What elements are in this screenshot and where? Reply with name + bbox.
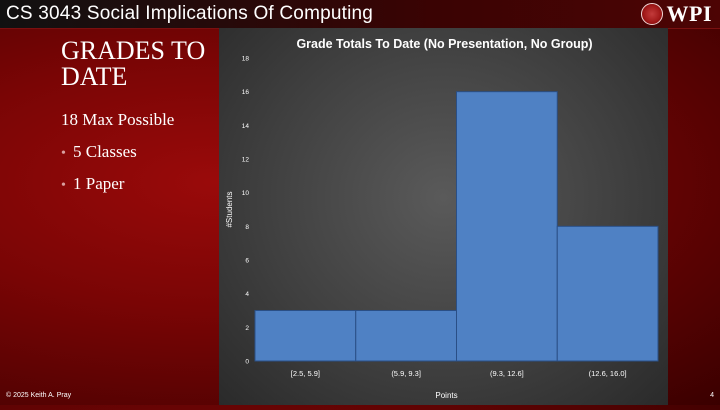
title-bar: CS 3043 Social Implications Of Computing… (0, 0, 720, 29)
y-tick-label: 10 (242, 190, 250, 197)
seal-icon (640, 3, 663, 25)
y-tick-label: 14 (242, 123, 250, 130)
page-number: 4 (710, 392, 714, 399)
bullet-text: 5 Classes (73, 142, 137, 161)
y-tick-label: 6 (245, 258, 249, 265)
y-tick-label: 2 (245, 325, 249, 332)
chart-title: Grade Totals To Date (No Presentation, N… (296, 37, 592, 51)
y-tick-label: 16 (242, 89, 250, 96)
bullet-list: • 5 Classes • 1 Paper (61, 142, 137, 206)
histogram-chart: Grade Totals To Date (No Presentation, N… (225, 37, 659, 400)
x-tick-label: (5.9, 9.3] (391, 369, 421, 378)
y-tick-label: 0 (245, 359, 249, 366)
y-tick-label: 18 (242, 56, 250, 63)
bullet-dot-icon: • (61, 178, 66, 193)
slide-heading: Grades to Date (61, 36, 206, 91)
x-tick-label: (12.6, 16.0] (589, 369, 627, 378)
max-possible-text: 18 Max Possible (61, 110, 175, 129)
copyright-text: © 2025 Keith A. Pray (6, 392, 72, 399)
bullet-text: 1 Paper (73, 174, 125, 193)
bullet-dot-icon: • (61, 146, 66, 161)
bullet-item: • 1 Paper (61, 174, 137, 206)
logo-text: WPI (666, 1, 712, 26)
x-axis-label: Points (435, 391, 457, 400)
histogram-bar (456, 91, 558, 362)
y-tick-label: 8 (245, 224, 249, 231)
histogram-bar (355, 310, 457, 362)
chart-panel: Grade Totals To Date (No Presentation, N… (219, 28, 668, 405)
x-tick-label: [2.5, 5.9] (291, 369, 320, 378)
y-axis-label: #Students (225, 191, 234, 227)
course-title: CS 3043 Social Implications Of Computing (6, 3, 374, 24)
y-tick-label: 12 (242, 157, 250, 164)
histogram-bar (254, 310, 357, 362)
bullet-item: • 5 Classes (61, 142, 137, 174)
histogram-bar (556, 225, 659, 362)
wpi-logo: WPI (640, 1, 713, 26)
x-tick-label: (9.3, 12.6] (490, 369, 524, 378)
y-tick-label: 4 (245, 291, 249, 298)
